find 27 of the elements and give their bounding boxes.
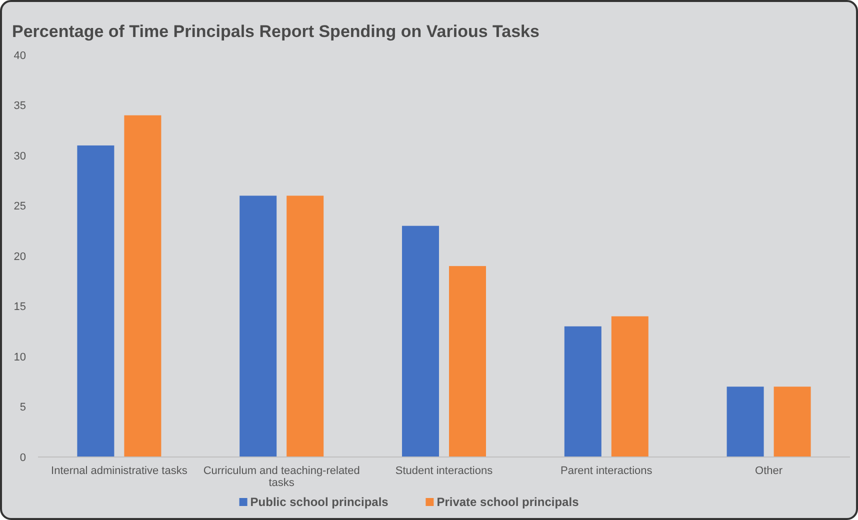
bar: [774, 386, 811, 457]
y-tick-label: 10: [14, 351, 26, 364]
legend-label: Public school principals: [250, 495, 389, 509]
bar: [449, 266, 486, 457]
y-tick-label: 25: [14, 200, 26, 213]
bar: [124, 115, 162, 457]
y-tick-label: 40: [14, 50, 26, 62]
bar: [240, 196, 277, 457]
y-tick-label: 15: [14, 301, 26, 314]
y-tick-label: 20: [14, 250, 26, 263]
chart-title: Percentage of Time Principals Report Spending on Various Tasks: [12, 22, 540, 41]
x-tick-label: Internal administrative tasks: [51, 465, 188, 477]
bar: [402, 226, 439, 457]
bar: [564, 326, 602, 457]
y-tick-label: 30: [14, 150, 26, 162]
bar: [726, 386, 764, 457]
x-tick-label: Other: [755, 465, 783, 477]
y-tick-label: 35: [14, 100, 26, 112]
x-tick-label: Student interactions: [395, 465, 494, 477]
legend-label: Private school principals: [436, 495, 580, 509]
bar: [77, 145, 114, 457]
y-tick-label: 0: [20, 452, 26, 464]
x-tick-label: Curriculum and teaching-related tasks: [203, 465, 360, 489]
x-tick-label: Parent interactions: [560, 465, 653, 477]
y-tick-label: 5: [20, 402, 26, 414]
bar: [286, 196, 324, 457]
bar: [611, 316, 648, 457]
